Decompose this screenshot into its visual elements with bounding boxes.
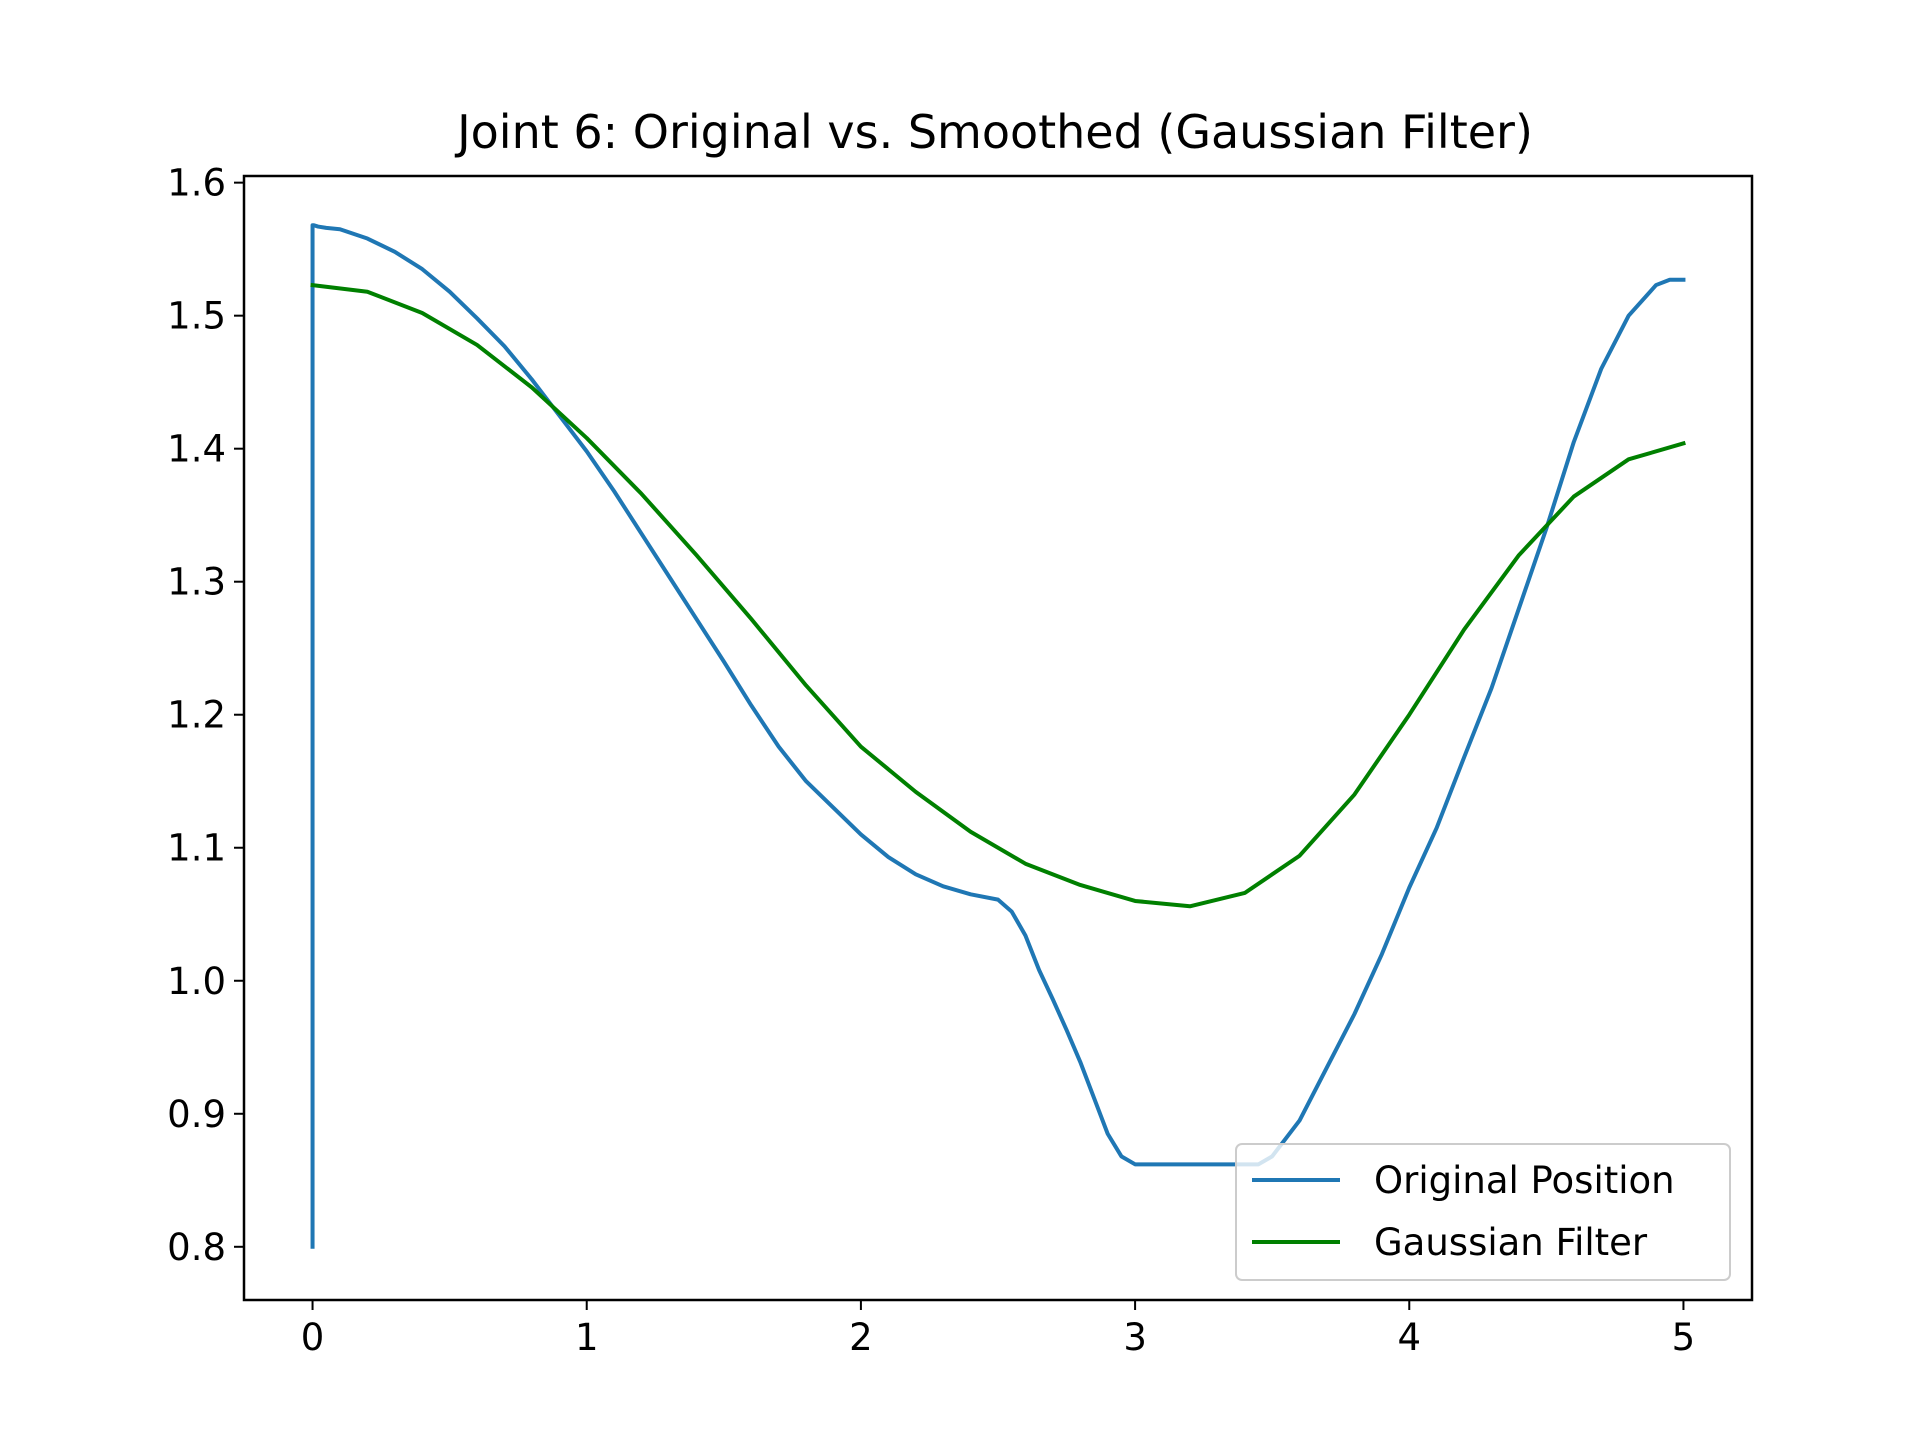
series-line-original-position (310, 223, 1686, 1249)
x-tick-label: 4 (1397, 1316, 1421, 1359)
y-tick-label: 1.3 (167, 561, 226, 604)
series-line-gaussian-filter (310, 282, 1686, 909)
y-tick-label: 1.1 (167, 827, 226, 870)
x-tick-label: 3 (1123, 1316, 1147, 1359)
y-tick-label: 0.9 (167, 1093, 226, 1136)
legend-label-gaussian-filter: Gaussian Filter (1374, 1221, 1648, 1264)
axes-frame (242, 174, 1754, 1302)
y-tick-label: 1.2 (167, 694, 226, 737)
y-tick-label: 1.6 (167, 162, 226, 205)
y-tick-label: 1.5 (167, 295, 226, 338)
plot-area (244, 176, 1752, 1300)
y-tick-label: 1.0 (167, 960, 226, 1003)
x-tick-label: 5 (1672, 1316, 1696, 1359)
y-axis: 0.8 0.9 1.0 1.1 1.2 1.3 1.4 1.5 1.6 (167, 162, 244, 1269)
legend-box (1235, 1143, 1731, 1281)
x-tick-label: 1 (575, 1316, 599, 1359)
x-axis: 0 1 2 3 4 5 (301, 1300, 1695, 1359)
x-tick-label: 2 (849, 1316, 873, 1359)
chart-title: Joint 6: Original vs. Smoothed (Gaussian… (454, 105, 1533, 159)
y-tick-label: 0.8 (167, 1226, 226, 1269)
x-tick-label: 0 (301, 1316, 325, 1359)
y-tick-label: 1.4 (167, 428, 226, 471)
plot-background (244, 176, 1752, 1300)
series-layer (310, 223, 1686, 1249)
legend: Original Position Gaussian Filter (1235, 1143, 1731, 1281)
legend-label-original-position: Original Position (1374, 1159, 1675, 1202)
